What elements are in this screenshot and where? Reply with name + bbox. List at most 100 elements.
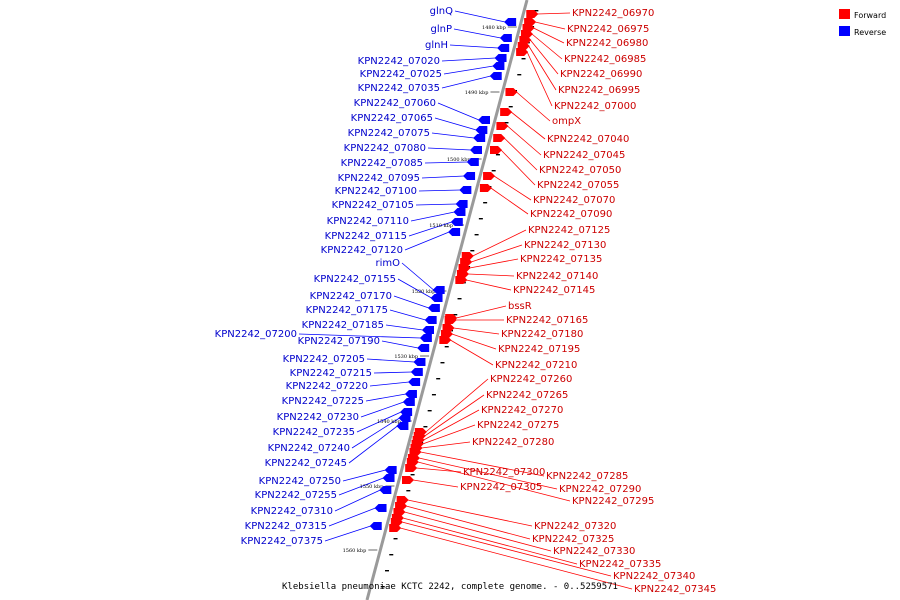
reverse-gene-glyph[interactable]: [466, 158, 479, 166]
forward-gene-label[interactable]: KPN2242_07330: [553, 546, 635, 557]
reverse-gene-glyph[interactable]: [499, 34, 512, 42]
forward-gene-label[interactable]: KPN2242_07000: [554, 101, 636, 112]
forward-gene-label[interactable]: KPN2242_07260: [490, 374, 572, 385]
forward-gene-label[interactable]: KPN2242_07045: [543, 150, 625, 161]
reverse-gene-glyph[interactable]: [408, 378, 421, 386]
forward-gene-label[interactable]: KPN2242_07305: [460, 482, 542, 493]
forward-gene-label[interactable]: KPN2242_07145: [513, 285, 595, 296]
forward-gene-label[interactable]: KPN2242_07325: [532, 534, 614, 545]
reverse-gene-glyph[interactable]: [417, 344, 430, 352]
forward-gene-label[interactable]: KPN2242_06990: [560, 69, 642, 80]
reverse-gene-label[interactable]: KPN2242_07235: [273, 427, 355, 438]
reverse-gene-label[interactable]: glnP: [431, 24, 453, 35]
reverse-gene-label[interactable]: KPN2242_07375: [241, 536, 323, 547]
reverse-gene-glyph[interactable]: [396, 422, 409, 430]
reverse-gene-label[interactable]: KPN2242_07220: [286, 381, 368, 392]
reverse-gene-glyph[interactable]: [489, 72, 502, 80]
reverse-gene-glyph[interactable]: [430, 294, 443, 302]
reverse-gene-glyph[interactable]: [374, 504, 387, 512]
reverse-gene-glyph[interactable]: [419, 334, 432, 342]
reverse-gene-glyph[interactable]: [455, 200, 468, 208]
reverse-gene-glyph[interactable]: [410, 368, 423, 376]
reverse-gene-glyph[interactable]: [398, 414, 411, 422]
reverse-gene-label[interactable]: KPN2242_07170: [310, 291, 392, 302]
forward-gene-label[interactable]: KPN2242_07335: [579, 559, 661, 570]
forward-gene-label[interactable]: KPN2242_07135: [520, 254, 602, 265]
reverse-gene-label[interactable]: KPN2242_07060: [354, 98, 436, 109]
reverse-gene-label[interactable]: KPN2242_07035: [358, 83, 440, 94]
forward-gene-glyph[interactable]: [444, 316, 457, 324]
forward-gene-label[interactable]: KPN2242_07070: [533, 195, 615, 206]
forward-gene-label[interactable]: KPN2242_07345: [634, 584, 716, 595]
forward-gene-label[interactable]: KPN2242_07140: [516, 271, 598, 282]
reverse-gene-label[interactable]: KPN2242_07085: [341, 158, 423, 169]
forward-gene-label[interactable]: KPN2242_07180: [501, 329, 583, 340]
forward-gene-glyph[interactable]: [505, 88, 518, 96]
reverse-gene-glyph[interactable]: [450, 218, 463, 226]
reverse-gene-glyph[interactable]: [492, 62, 505, 70]
reverse-gene-label[interactable]: KPN2242_07310: [251, 506, 333, 517]
reverse-gene-glyph[interactable]: [470, 146, 482, 154]
reverse-gene-label[interactable]: KPN2242_07025: [360, 69, 442, 80]
forward-gene-label[interactable]: KPN2242_07285: [546, 471, 628, 482]
reverse-gene-glyph[interactable]: [384, 466, 397, 474]
forward-gene-label[interactable]: KPN2242_07125: [528, 225, 610, 236]
forward-gene-label[interactable]: KPN2242_06985: [564, 54, 646, 65]
forward-gene-label[interactable]: KPN2242_07265: [486, 390, 568, 401]
forward-gene-label[interactable]: KPN2242_07340: [613, 571, 695, 582]
forward-gene-label[interactable]: KPN2242_07090: [530, 209, 612, 220]
reverse-gene-glyph[interactable]: [369, 522, 382, 530]
reverse-gene-glyph[interactable]: [448, 228, 461, 236]
forward-gene-glyph[interactable]: [493, 134, 506, 142]
reverse-gene-glyph[interactable]: [424, 316, 437, 324]
reverse-gene-label[interactable]: KPN2242_07225: [282, 396, 364, 407]
reverse-gene-glyph[interactable]: [404, 390, 417, 398]
reverse-gene-label[interactable]: KPN2242_07095: [338, 173, 420, 184]
reverse-gene-label[interactable]: KPN2242_07190: [298, 336, 380, 347]
reverse-gene-label[interactable]: KPN2242_07240: [268, 443, 350, 454]
reverse-gene-label[interactable]: KPN2242_07105: [332, 200, 414, 211]
reverse-gene-label[interactable]: KPN2242_07110: [327, 216, 409, 227]
forward-gene-glyph[interactable]: [402, 476, 414, 484]
reverse-gene-label[interactable]: rimO: [375, 258, 400, 269]
reverse-gene-label[interactable]: KPN2242_07115: [325, 231, 407, 242]
forward-gene-label[interactable]: KPN2242_07280: [472, 437, 554, 448]
reverse-gene-label[interactable]: KPN2242_07205: [283, 354, 365, 365]
reverse-gene-glyph[interactable]: [379, 486, 392, 494]
forward-gene-label[interactable]: KPN2242_07055: [537, 180, 619, 191]
reverse-gene-label[interactable]: KPN2242_07230: [277, 412, 359, 423]
reverse-gene-glyph[interactable]: [453, 208, 466, 216]
reverse-gene-label[interactable]: KPN2242_07065: [351, 113, 433, 124]
reverse-gene-glyph[interactable]: [478, 116, 490, 124]
forward-gene-glyph[interactable]: [500, 108, 513, 116]
reverse-gene-label[interactable]: KPN2242_07200: [215, 329, 297, 340]
forward-gene-label[interactable]: KPN2242_07130: [524, 240, 606, 251]
forward-gene-glyph[interactable]: [389, 524, 402, 532]
forward-gene-label[interactable]: KPN2242_07300: [463, 467, 545, 478]
forward-gene-label[interactable]: KPN2242_06980: [566, 38, 648, 49]
forward-gene-label[interactable]: KPN2242_07320: [534, 521, 616, 532]
forward-gene-label[interactable]: KPN2242_06970: [572, 8, 654, 19]
reverse-gene-label[interactable]: KPN2242_07080: [344, 143, 426, 154]
reverse-gene-label[interactable]: KPN2242_07075: [348, 128, 430, 139]
forward-gene-label[interactable]: bssR: [508, 301, 532, 312]
forward-gene-label[interactable]: ompX: [552, 116, 581, 127]
forward-gene-glyph[interactable]: [479, 184, 492, 192]
reverse-gene-glyph[interactable]: [459, 186, 472, 194]
forward-gene-glyph[interactable]: [455, 276, 468, 284]
reverse-gene-glyph[interactable]: [475, 126, 488, 134]
reverse-gene-glyph[interactable]: [504, 18, 517, 26]
reverse-gene-glyph[interactable]: [413, 358, 426, 366]
reverse-gene-glyph[interactable]: [427, 304, 440, 312]
forward-gene-glyph[interactable]: [483, 172, 496, 180]
reverse-gene-label[interactable]: KPN2242_07215: [290, 368, 372, 379]
forward-gene-glyph[interactable]: [526, 10, 539, 18]
forward-gene-label[interactable]: KPN2242_07210: [495, 360, 577, 371]
forward-gene-glyph[interactable]: [516, 48, 529, 56]
reverse-gene-glyph[interactable]: [463, 172, 476, 180]
reverse-gene-glyph[interactable]: [494, 54, 507, 62]
reverse-gene-glyph[interactable]: [432, 286, 445, 294]
forward-gene-glyph[interactable]: [439, 336, 452, 344]
reverse-gene-label[interactable]: KPN2242_07100: [335, 186, 417, 197]
reverse-gene-label[interactable]: glnQ: [430, 6, 453, 17]
